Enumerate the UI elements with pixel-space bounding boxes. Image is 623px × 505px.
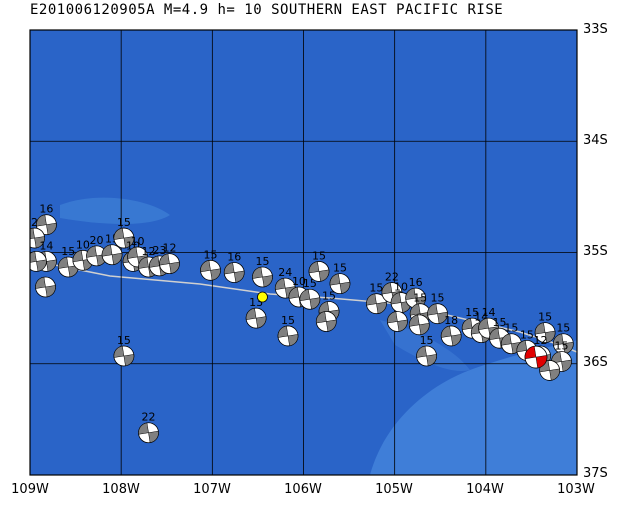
focal-mechanism bbox=[159, 253, 180, 275]
focal-mechanism bbox=[113, 227, 135, 249]
depth-label: 15 bbox=[369, 282, 383, 295]
depth-label: 15 bbox=[413, 292, 427, 305]
depth-label: 14 bbox=[39, 239, 53, 252]
depth-label: 10 bbox=[394, 281, 408, 294]
shallow-seafloor-2 bbox=[60, 197, 170, 224]
lon-label: 106W bbox=[284, 482, 322, 497]
depth-label: 15 bbox=[493, 316, 507, 329]
focal-mechanism bbox=[101, 244, 123, 266]
focal-mechanism bbox=[299, 288, 321, 310]
focal-mechanism bbox=[245, 307, 267, 329]
focal-mechanism bbox=[408, 314, 430, 336]
lat-label: 37S bbox=[583, 466, 608, 481]
lon-label: 105W bbox=[375, 482, 413, 497]
depth-label: 15 bbox=[420, 334, 434, 347]
shallow-seafloor bbox=[370, 340, 577, 475]
depth-label: 20 bbox=[90, 234, 104, 247]
focal-mechanism bbox=[315, 311, 337, 332]
depth-label: 15 bbox=[322, 289, 336, 302]
focal-mechanism bbox=[277, 325, 299, 347]
lon-label: 107W bbox=[193, 482, 231, 497]
depth-label: 16 bbox=[227, 251, 241, 264]
focal-mechanism bbox=[329, 273, 351, 295]
lon-label: 109W bbox=[11, 482, 49, 497]
depth-label: 15 bbox=[312, 249, 326, 262]
focal-mechanism bbox=[223, 262, 245, 283]
depth-label: 10 bbox=[131, 235, 145, 248]
depth-label: 15 bbox=[431, 292, 445, 305]
focal-mechanism bbox=[30, 251, 47, 272]
depth-label: 12 bbox=[534, 334, 548, 347]
depth-label: 23 bbox=[152, 244, 166, 257]
lat-label: 34S bbox=[583, 133, 608, 148]
focal-mechanism bbox=[35, 276, 56, 298]
depth-label: 12 bbox=[162, 242, 176, 255]
depth-label: 22 bbox=[142, 411, 156, 424]
lon-label: 103W bbox=[557, 482, 595, 497]
depth-label: 15 bbox=[504, 322, 518, 335]
focal-mechanism bbox=[138, 422, 159, 444]
focal-mechanism bbox=[252, 266, 273, 288]
map-frame bbox=[29, 29, 578, 476]
target-focal-mechanism bbox=[524, 345, 548, 369]
focal-mechanism bbox=[200, 259, 221, 281]
focal-mechanism bbox=[113, 345, 135, 367]
depth-label: 14 bbox=[482, 306, 496, 319]
depth-label: 15 bbox=[303, 277, 317, 290]
depth-label: 15 bbox=[538, 311, 552, 324]
focal-mechanism bbox=[440, 325, 462, 347]
depth-label: 12 bbox=[142, 245, 156, 258]
depth-label: 2 bbox=[31, 216, 38, 229]
hypocenter-marker bbox=[257, 291, 268, 303]
depth-label: 15 bbox=[555, 340, 569, 353]
focal-mechanism bbox=[36, 214, 57, 236]
depth-label: 16 bbox=[39, 203, 53, 216]
depth-label: 15 bbox=[117, 216, 131, 229]
depth-label: 10 bbox=[76, 238, 90, 251]
depth-label: 15 bbox=[465, 306, 479, 319]
focal-mechanism bbox=[86, 245, 107, 267]
depth-label: 22 bbox=[385, 271, 399, 284]
depth-label: 15 bbox=[255, 255, 269, 268]
depth-label: 15 bbox=[61, 245, 75, 258]
depth-label: 10 bbox=[292, 275, 306, 288]
focal-mechanism bbox=[387, 311, 408, 332]
focal-mechanism bbox=[366, 293, 387, 315]
focal-mechanism bbox=[534, 322, 556, 344]
depth-label: 15 bbox=[333, 262, 347, 275]
focal-mechanism bbox=[427, 303, 448, 325]
focal-mechanism bbox=[30, 227, 45, 249]
depth-label: 16 bbox=[409, 276, 423, 289]
depth-label: 15 bbox=[281, 314, 295, 327]
lat-label: 35S bbox=[583, 244, 608, 259]
depth-label: 24 bbox=[278, 266, 292, 279]
lat-label: 33S bbox=[583, 22, 608, 37]
focal-mechanism bbox=[405, 287, 427, 309]
depth-label: 18 bbox=[444, 314, 458, 327]
depth-label: 15 bbox=[204, 248, 218, 261]
lon-label: 108W bbox=[102, 482, 140, 497]
lat-label: 36S bbox=[583, 355, 608, 370]
focal-mechanism bbox=[416, 345, 437, 367]
map-title: E201006120905A M=4.9 h= 10 SOUTHERN EAST… bbox=[30, 2, 504, 18]
focal-mechanism bbox=[308, 261, 330, 282]
depth-label: 15 bbox=[520, 328, 534, 341]
depth-label: 15 bbox=[117, 334, 131, 347]
lon-label: 104W bbox=[466, 482, 504, 497]
focal-mechanism bbox=[552, 333, 574, 355]
depth-label: 15 bbox=[556, 322, 570, 335]
shallow-seafloor-3 bbox=[380, 320, 470, 371]
